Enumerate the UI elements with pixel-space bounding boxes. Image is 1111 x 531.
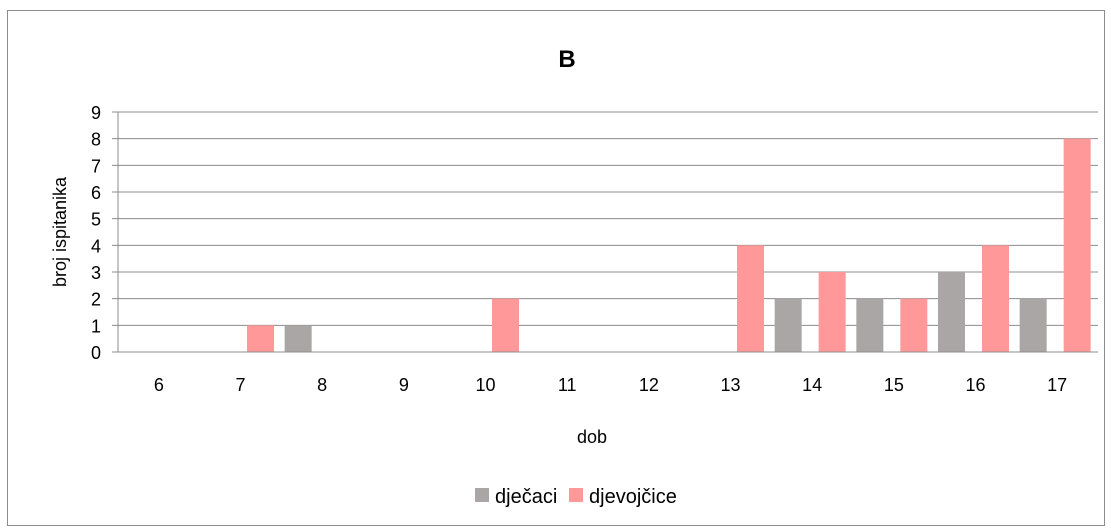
x-tick-label-13: 13: [720, 375, 740, 395]
bars: [247, 138, 1091, 352]
bar-series1-14: [774, 298, 802, 352]
x-tick-label-8: 8: [317, 375, 327, 395]
x-tick-label-12: 12: [639, 375, 659, 395]
bar-series2-13: [737, 245, 764, 352]
chart-title: B: [558, 46, 575, 73]
y-tick-label-3: 3: [91, 263, 101, 283]
bar-series1-15: [856, 298, 884, 352]
x-tick-label-17: 17: [1047, 375, 1067, 395]
bar-series2-14: [818, 272, 846, 352]
y-tick-label-7: 7: [91, 156, 101, 176]
legend-label-2: djevojčice: [589, 486, 677, 508]
y-tick-label-6: 6: [91, 183, 101, 203]
y-tick-label-2: 2: [91, 290, 101, 310]
x-tick-label-10: 10: [475, 375, 495, 395]
x-tick-label-6: 6: [154, 375, 164, 395]
axes: [112, 111, 1098, 353]
bar-series1-17: [1019, 298, 1047, 352]
x-tick-label-9: 9: [399, 375, 409, 395]
x-tick-label-15: 15: [884, 375, 904, 395]
x-axis-label: dob: [577, 427, 607, 447]
bar-series2-16: [982, 245, 1009, 352]
x-tick-label-16: 16: [965, 375, 985, 395]
x-tick-label-14: 14: [802, 375, 822, 395]
y-tick-label-5: 5: [91, 210, 101, 230]
bar-series2-10: [492, 298, 519, 352]
y-tick-label-8: 8: [91, 130, 101, 150]
y-tick-label-0: 0: [91, 343, 101, 363]
bar-series1-8: [284, 325, 312, 352]
bar-series1-16: [938, 272, 965, 352]
gridlines: [118, 111, 1098, 326]
bar-series2-7: [247, 325, 274, 352]
bar-series2-15: [900, 298, 928, 352]
chart-frame: [7, 10, 1105, 526]
y-tick-labels: 0 1 2 3 4 5 6 7 8 9: [91, 103, 101, 363]
y-tick-label-1: 1: [91, 316, 101, 336]
y-tick-label-4: 4: [91, 236, 101, 256]
x-tick-label-7: 7: [235, 375, 245, 395]
legend-swatch-1: [475, 488, 489, 502]
y-axis-label: broj ispitanika: [50, 176, 70, 287]
bar-series2-17: [1063, 138, 1091, 352]
x-tick-label-11: 11: [558, 375, 577, 395]
legend-swatch-2: [569, 488, 583, 502]
y-tick-label-9: 9: [91, 103, 101, 123]
legend: dječaci djevojčice: [475, 486, 677, 508]
legend-label-1: dječaci: [495, 486, 557, 508]
x-tick-labels: 6 7 8 9 10 11 12 13 14 15 16 17: [154, 375, 1067, 395]
